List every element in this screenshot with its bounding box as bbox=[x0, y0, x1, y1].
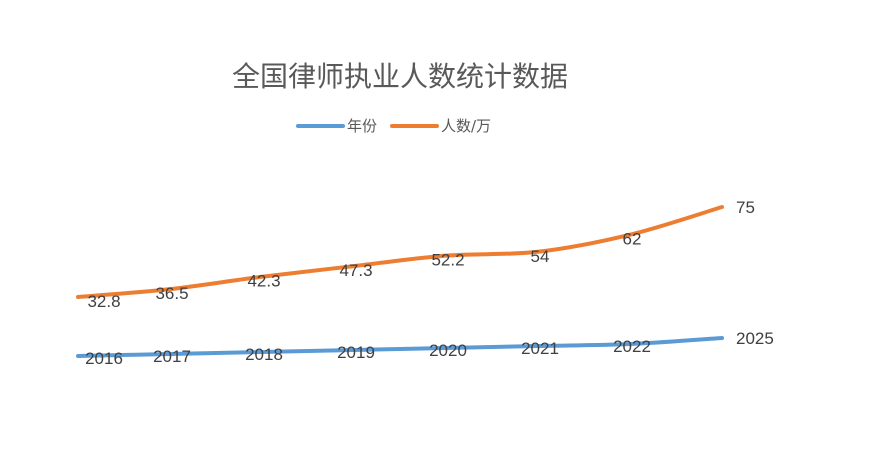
chart-title: 全国律师执业人数统计数据 bbox=[232, 60, 568, 93]
data-label-s1-4: 52.2 bbox=[431, 251, 464, 270]
data-label-s1-3: 47.3 bbox=[339, 261, 372, 280]
legend-label-count: 人数/万 bbox=[441, 117, 491, 135]
data-label-s1-2: 42.3 bbox=[247, 272, 280, 291]
legend: 年份 人数/万 bbox=[296, 117, 491, 135]
data-label-s0-7: 2025 bbox=[736, 329, 774, 348]
data-label-s1-1: 36.5 bbox=[155, 284, 188, 303]
data-label-s0-3: 2019 bbox=[337, 343, 375, 362]
data-label-s0-5: 2021 bbox=[521, 339, 559, 358]
legend-item-count: 人数/万 bbox=[390, 117, 491, 135]
data-label-s1-7: 75 bbox=[736, 198, 755, 217]
data-label-s0-6: 2022 bbox=[613, 337, 651, 356]
series-line-1 bbox=[76, 205, 724, 299]
legend-item-year: 年份 bbox=[296, 117, 377, 135]
series-line-0 bbox=[76, 336, 724, 358]
data-label-s0-1: 2017 bbox=[153, 347, 191, 366]
data-label-s0-2: 2018 bbox=[245, 345, 283, 364]
legend-label-year: 年份 bbox=[347, 117, 377, 135]
data-label-s1-6: 62 bbox=[623, 230, 642, 249]
data-label-s1-0: 32.8 bbox=[87, 292, 120, 311]
data-label-s0-0: 2016 bbox=[85, 349, 123, 368]
data-label-s1-5: 54 bbox=[531, 247, 550, 266]
data-label-s0-4: 2020 bbox=[429, 341, 467, 360]
series-layer: 2016 2017 2018 2019 2020 2021 2022 2025 32.8 36.5… bbox=[76, 198, 774, 368]
